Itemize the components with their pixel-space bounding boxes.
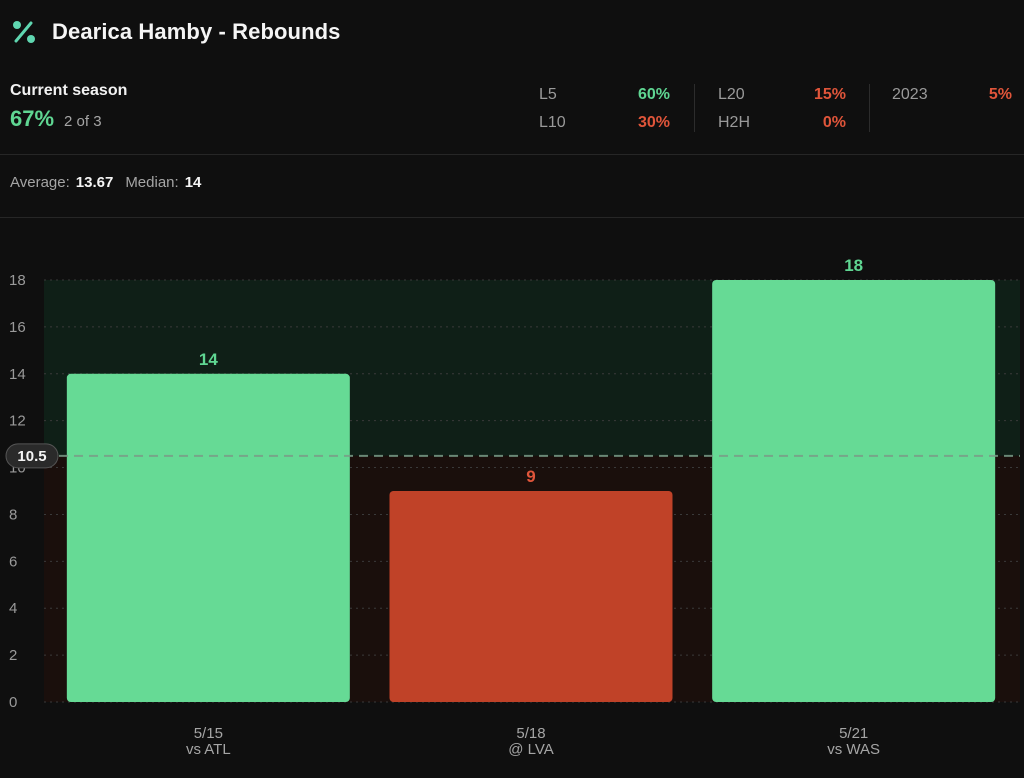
stat-2023[interactable]: 2023 5% — [892, 86, 1012, 108]
y-tick-label: 6 — [9, 553, 17, 570]
stat-label: L5 — [539, 86, 557, 103]
season-hit-count: 2 of 3 — [64, 113, 102, 130]
y-tick-label: 14 — [9, 366, 26, 383]
y-tick-label: 18 — [9, 272, 26, 289]
stat-label: 2023 — [892, 86, 928, 103]
x-tick-date: 5/15 — [194, 725, 223, 742]
y-tick-label: 12 — [9, 413, 26, 430]
bar-value-label: 18 — [844, 256, 863, 275]
y-tick-label: 16 — [9, 319, 26, 336]
bar-value-label: 14 — [199, 350, 218, 369]
summary-stats: Average: 13.67 Median: 14 — [10, 174, 213, 191]
stat-label: L20 — [718, 86, 745, 103]
x-tick-opponent: vs ATL — [186, 741, 231, 758]
season-hit-rate: 67% — [10, 106, 55, 131]
stat-l20[interactable]: L20 15% — [718, 86, 846, 108]
divider — [0, 154, 1024, 155]
y-tick-label: 8 — [9, 506, 17, 523]
x-tick-date: 5/18 — [516, 725, 545, 742]
bar — [712, 280, 996, 702]
stat-value: 60% — [637, 86, 670, 103]
threshold-badge — [5, 443, 59, 469]
median-label: Median: — [125, 174, 179, 191]
bar — [389, 491, 673, 702]
stat-divider — [869, 84, 870, 132]
stat-value: 30% — [637, 114, 670, 131]
bar — [66, 373, 350, 702]
stat-l5[interactable]: L5 60% — [539, 86, 670, 108]
x-tick-date: 5/21 — [839, 725, 868, 742]
stat-divider — [694, 84, 695, 132]
stat-l10[interactable]: L10 30% — [539, 114, 670, 136]
season-label: Current season — [10, 82, 128, 99]
stat-h2h[interactable]: H2H 0% — [718, 114, 846, 136]
divider — [0, 217, 1024, 218]
percent-icon — [13, 21, 35, 43]
y-tick-label: 0 — [9, 694, 17, 711]
average-label: Average: — [10, 174, 70, 191]
header: Dearica Hamby - Rebounds — [10, 14, 340, 50]
threshold-label: 10.5 — [17, 448, 46, 465]
stat-value: 5% — [988, 86, 1012, 103]
hit-rate-stats: L5 60% L10 30% L20 15% H2H 0% 2023 5% — [0, 82, 1024, 142]
stat-label: L10 — [539, 114, 566, 131]
x-tick-opponent: @ LVA — [508, 741, 554, 758]
page-title: Dearica Hamby - Rebounds — [52, 19, 341, 44]
bar-value-label: 9 — [526, 467, 535, 486]
y-tick-label: 2 — [9, 647, 17, 664]
stat-value: 0% — [822, 114, 846, 131]
y-tick-label: 4 — [9, 600, 17, 617]
x-tick-opponent: vs WAS — [827, 741, 880, 758]
median-value: 14 — [184, 174, 202, 191]
stat-label: H2H — [718, 114, 751, 131]
current-season: Current season 67% 2 of 3 — [10, 82, 127, 132]
average-value: 13.67 — [75, 174, 114, 191]
stat-value: 15% — [813, 86, 846, 103]
